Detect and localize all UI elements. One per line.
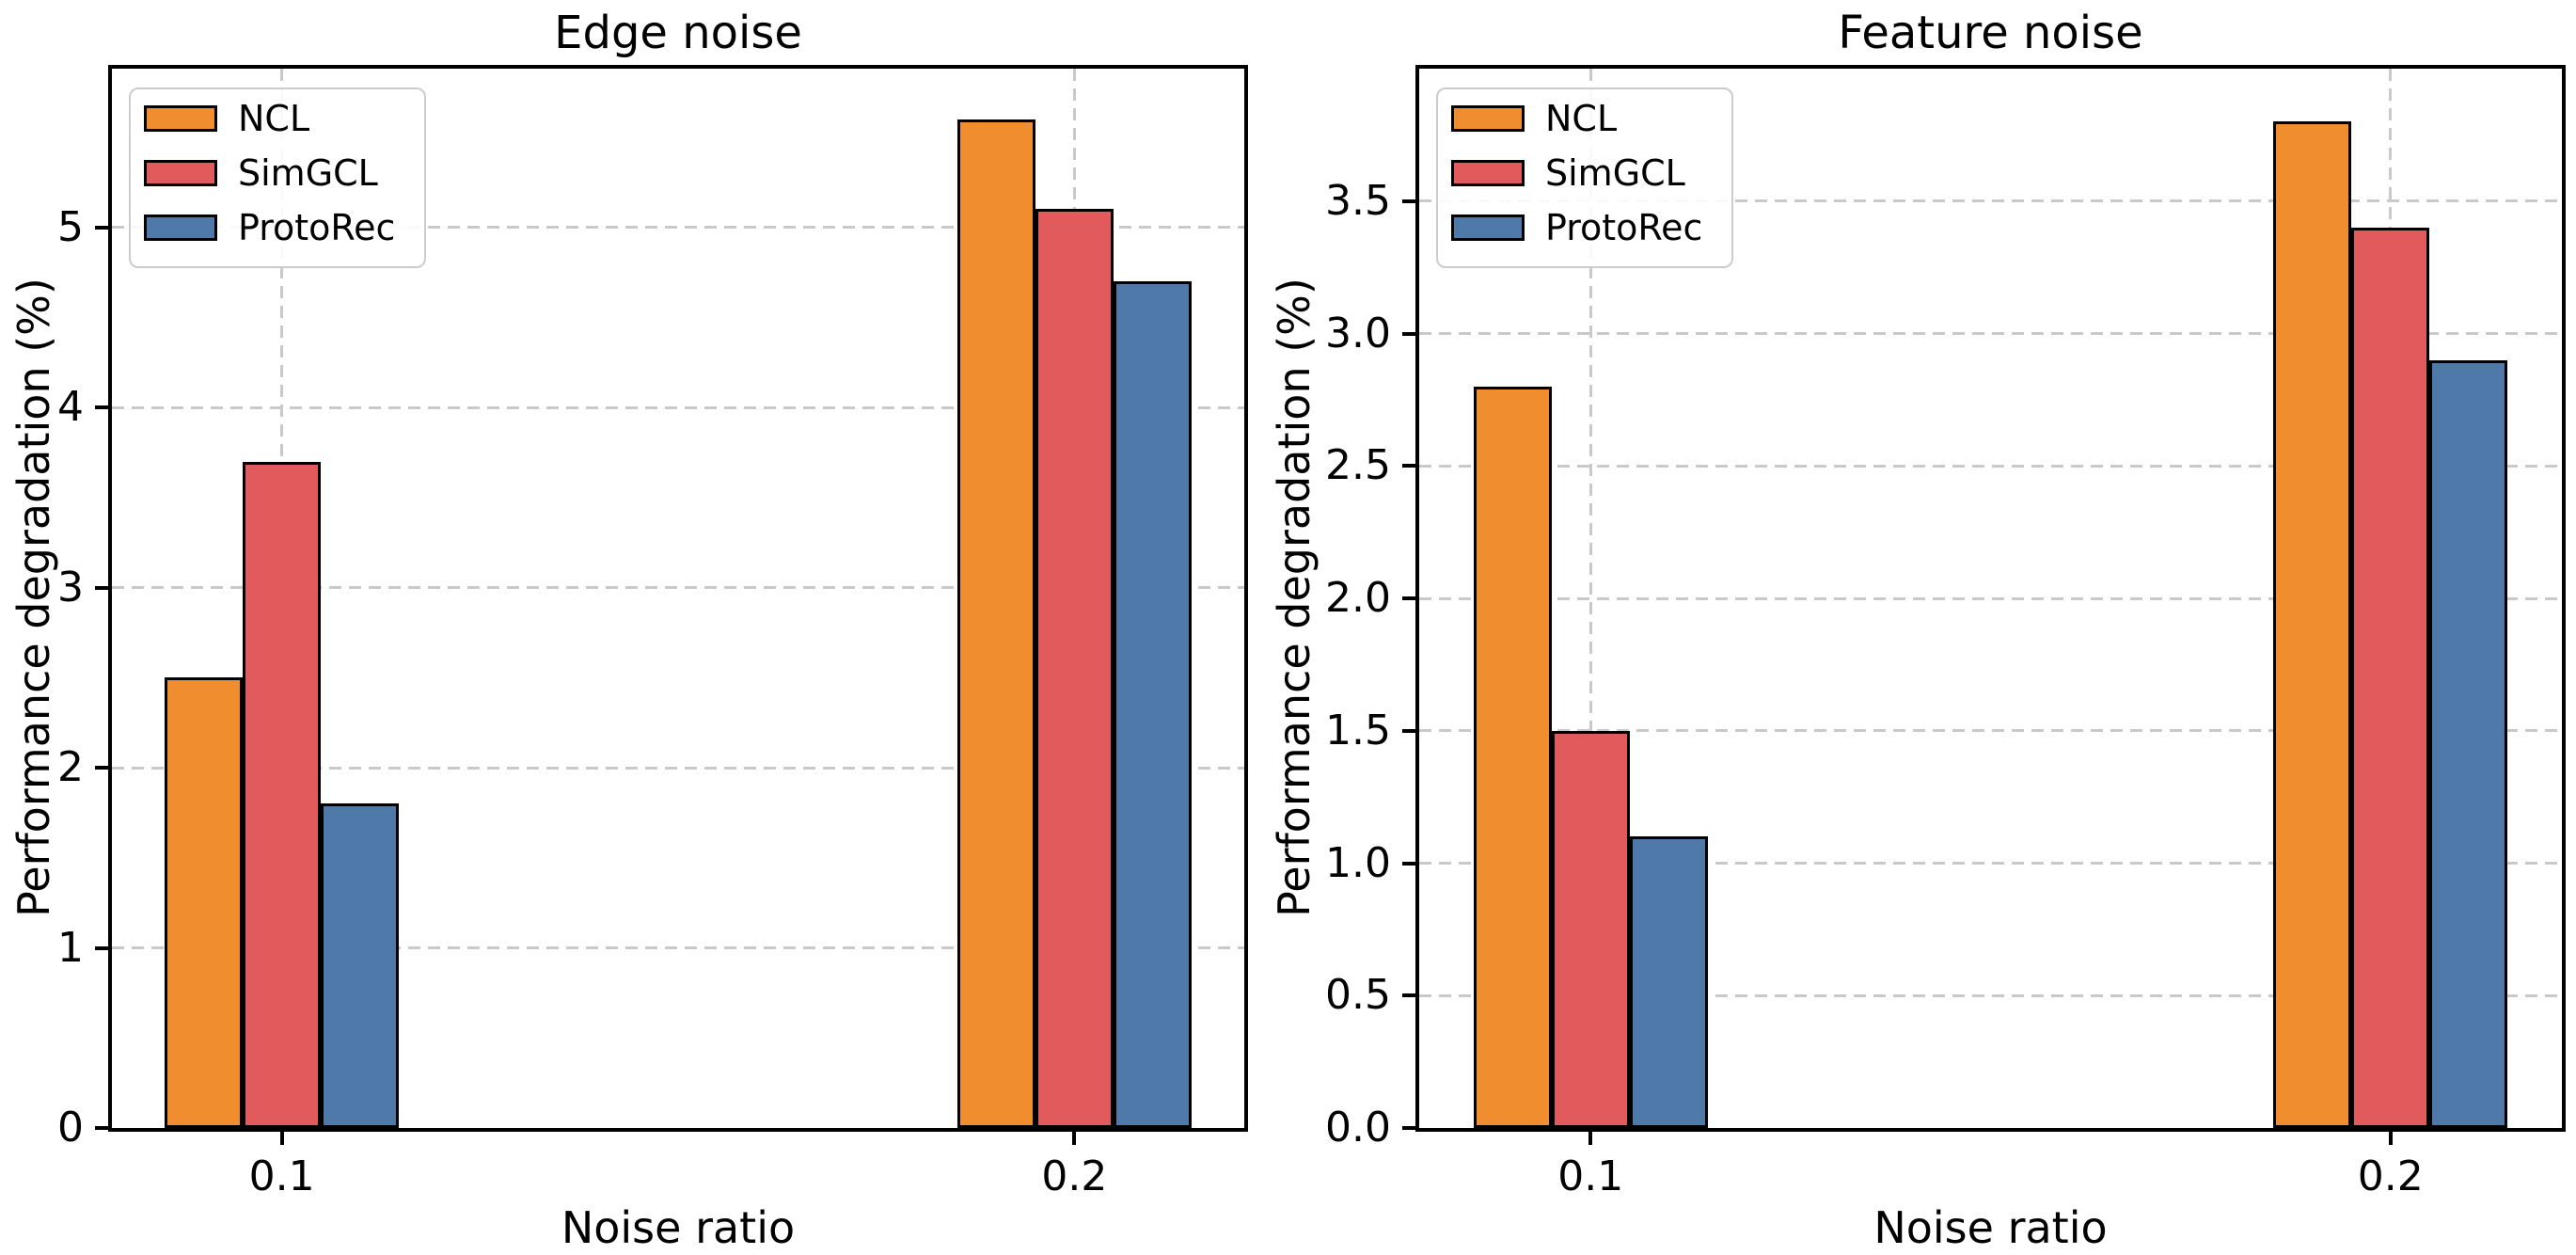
legend-label-simgcl: SimGCL: [238, 152, 378, 194]
h-gridline: [1419, 729, 2562, 733]
y-tick-label: 0.0: [1325, 1104, 1391, 1152]
x-tick-mark: [2388, 1132, 2393, 1145]
bar-protorec-0.2: [1113, 281, 1192, 1128]
h-gridline: [1419, 596, 2562, 600]
bar-simgcl-0.2: [1035, 209, 1114, 1128]
h-gridline: [1419, 199, 2562, 203]
legend-swatch-ncl: [144, 105, 217, 132]
y-tick-label: 3.5: [1325, 176, 1391, 225]
legend-label-simgcl: SimGCL: [1545, 152, 1685, 194]
x-axis-label-right: Noise ratio: [1873, 1202, 2108, 1253]
y-tick-mark: [1402, 464, 1415, 469]
y-tick-mark: [1402, 993, 1415, 998]
y-tick-mark: [95, 405, 108, 409]
legend-label-protorec: ProtoRec: [238, 207, 396, 248]
h-gridline: [1419, 332, 2562, 335]
chart-title-feature-noise: Feature noise: [1838, 7, 2143, 59]
y-tick-label: 0.5: [1325, 971, 1391, 1020]
x-tick-label: 0.2: [2357, 1152, 2424, 1200]
y-tick-mark: [95, 945, 108, 950]
h-gridline: [1419, 862, 2562, 865]
y-tick-mark: [95, 766, 108, 770]
h-gridline: [112, 586, 1244, 589]
legend-swatch-ncl: [1451, 105, 1525, 132]
y-tick-label: 3.0: [1325, 309, 1391, 357]
bar-protorec-0.1: [1629, 836, 1708, 1128]
h-gridline: [112, 946, 1244, 949]
y-tick-label: 0: [57, 1104, 84, 1152]
h-gridline: [1419, 993, 2562, 997]
x-tick-label: 0.2: [1041, 1152, 1108, 1200]
x-tick-mark: [279, 1132, 284, 1145]
bar-protorec-0.2: [2429, 359, 2508, 1128]
v-gridline: [1588, 69, 1592, 1128]
bar-simgcl-0.2: [2351, 227, 2430, 1128]
y-tick-label: 4: [57, 383, 84, 431]
y-tick-label: 5: [57, 202, 84, 251]
legend-label-ncl: NCL: [1545, 98, 1618, 139]
chart-title-edge-noise: Edge noise: [554, 7, 802, 59]
y-tick-label: 3: [57, 563, 84, 612]
y-tick-mark: [1402, 728, 1415, 733]
h-gridline: [112, 405, 1244, 409]
bar-simgcl-0.1: [1551, 730, 1630, 1129]
y-tick-mark: [1402, 331, 1415, 336]
x-tick-mark: [1588, 1132, 1593, 1145]
y-tick-mark: [95, 1126, 108, 1130]
y-tick-mark: [1402, 199, 1415, 203]
y-tick-label: 1.0: [1325, 838, 1391, 887]
x-axis-label-left: Noise ratio: [561, 1202, 796, 1253]
bar-ncl-0.2: [956, 119, 1035, 1128]
y-tick-label: 1.5: [1325, 706, 1391, 755]
y-tick-mark: [1402, 1126, 1415, 1130]
h-gridline: [1419, 464, 2562, 468]
y-tick-mark: [95, 225, 108, 230]
legend-label-ncl: NCL: [238, 98, 310, 139]
legend-swatch-protorec: [1451, 214, 1525, 241]
y-tick-label: 1: [57, 923, 84, 972]
y-tick-label: 2: [57, 743, 84, 791]
x-tick-label: 0.1: [1557, 1152, 1624, 1200]
legend-swatch-protorec: [144, 214, 217, 241]
y-tick-mark: [95, 585, 108, 590]
legend-label-protorec: ProtoRec: [1545, 207, 1703, 248]
legend-swatch-simgcl: [144, 160, 217, 186]
y-tick-label: 2.5: [1325, 441, 1391, 490]
bar-protorec-0.1: [321, 803, 400, 1128]
bar-ncl-0.1: [165, 677, 244, 1128]
bar-ncl-0.1: [1473, 386, 1552, 1128]
h-gridline: [112, 226, 1244, 229]
x-tick-label: 0.1: [248, 1152, 315, 1200]
h-gridline: [112, 766, 1244, 770]
legend-swatch-simgcl: [1451, 160, 1525, 186]
y-tick-mark: [1402, 596, 1415, 600]
bar-ncl-0.2: [2273, 121, 2352, 1128]
bar-simgcl-0.1: [243, 461, 322, 1128]
x-tick-mark: [1072, 1132, 1077, 1145]
y-tick-mark: [1402, 861, 1415, 866]
y-tick-label: 2.0: [1325, 574, 1391, 622]
